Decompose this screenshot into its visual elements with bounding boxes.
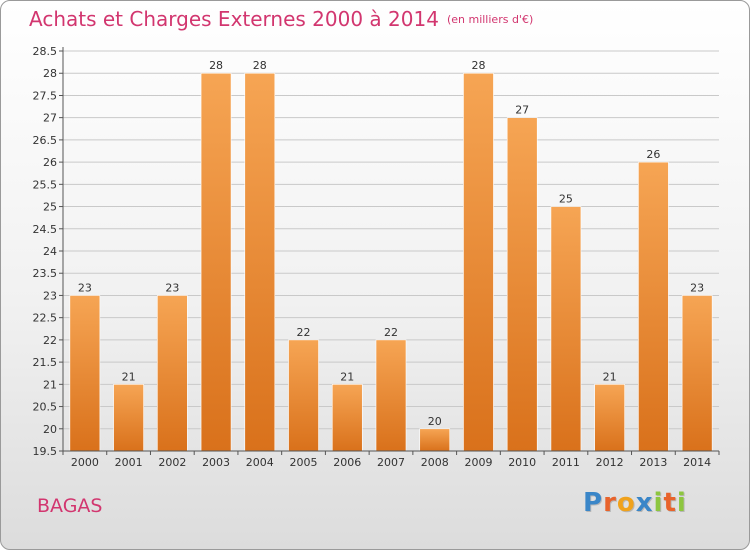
bar [550, 206, 582, 452]
logo-letter: i [653, 488, 664, 518]
title-unit: (en milliers d'€) [446, 13, 534, 26]
y-tick-label: 26.5 [33, 134, 58, 147]
y-tick-label: 28 [43, 67, 57, 80]
logo-letter: o [616, 488, 636, 518]
bar [463, 72, 494, 452]
x-tick-label: 2007 [377, 456, 405, 469]
bar [69, 295, 101, 452]
y-tick-label: 25.5 [33, 178, 58, 191]
y-tick-label: 23.5 [33, 267, 58, 280]
x-tick-label: 2000 [71, 456, 99, 469]
bar [200, 72, 232, 452]
logo-letter: t [663, 488, 677, 518]
data-label: 22 [384, 326, 398, 339]
x-tick-label: 2010 [508, 456, 536, 469]
proxiti-logo: Proxiti [583, 488, 687, 518]
y-tick-label: 23 [43, 289, 57, 302]
y-tick-label: 24.5 [33, 223, 58, 236]
x-tick-label: 2014 [683, 456, 711, 469]
y-tick-label: 21 [43, 378, 57, 391]
data-label: 28 [253, 59, 267, 72]
bar [419, 428, 451, 452]
bar [681, 295, 713, 452]
x-tick-label: 2002 [158, 456, 186, 469]
data-label: 22 [297, 326, 311, 339]
y-tick-label: 27.5 [33, 89, 58, 102]
logo-letter: r [603, 488, 617, 518]
bar [113, 384, 144, 452]
logo-letter: x [635, 488, 654, 518]
data-label: 23 [165, 281, 179, 294]
title-text: Achats et Charges Externes 2000 à 2014 [29, 7, 439, 31]
data-label: 21 [603, 370, 617, 383]
data-label: 21 [340, 370, 354, 383]
bar [594, 384, 625, 452]
x-tick-label: 2013 [639, 456, 667, 469]
logo-letter: P [583, 488, 604, 518]
data-label: 28 [471, 59, 485, 72]
axes: 19.5 20 20.5 21 21.5 22 22.5 23 23.5 24 24.5 25 25.5… [33, 45, 720, 469]
data-label: 25 [559, 193, 573, 206]
x-tick-label: 2004 [246, 456, 274, 469]
bar [157, 295, 188, 452]
x-tick-label: 2003 [202, 456, 230, 469]
x-tick-label: 2009 [464, 456, 492, 469]
y-tick-label: 21.5 [33, 356, 58, 369]
data-label: 20 [428, 415, 442, 428]
bar [638, 161, 669, 452]
bar [244, 72, 276, 452]
bar [331, 384, 363, 452]
y-tick-label: 28.5 [33, 45, 58, 58]
data-label: 28 [209, 59, 223, 72]
x-tick-label: 2001 [115, 456, 143, 469]
y-tick-label: 22 [43, 334, 57, 347]
data-label: 23 [690, 281, 704, 294]
x-tick-label: 2012 [596, 456, 624, 469]
y-tick-label: 20.5 [33, 401, 58, 414]
data-label: 23 [78, 281, 92, 294]
data-label: 27 [515, 104, 529, 117]
y-tick-label: 22.5 [33, 312, 58, 325]
chart-title: Achats et Charges Externes 2000 à 2014 (e… [29, 7, 533, 31]
logo-letter: i [676, 488, 687, 518]
data-label: 21 [122, 370, 136, 383]
bar [506, 117, 538, 452]
bar [375, 339, 407, 452]
y-tick-label: 24 [43, 245, 57, 258]
x-tick-label: 2011 [552, 456, 580, 469]
bars: 23 21 23 28 28 22 21 22 20 28 27 25 21 26 23 [69, 59, 713, 452]
commune-name: BAGAS [37, 495, 103, 517]
y-tick-label: 20 [43, 423, 57, 436]
data-label: 26 [646, 148, 660, 161]
x-tick-label: 2005 [290, 456, 318, 469]
x-tick-label: 2006 [333, 456, 361, 469]
bar [288, 339, 319, 452]
y-tick-label: 19.5 [33, 445, 58, 458]
x-tick-label: 2008 [421, 456, 449, 469]
y-tick-label: 25 [43, 201, 57, 214]
y-tick-label: 26 [43, 156, 57, 169]
y-tick-label: 27 [43, 112, 57, 125]
